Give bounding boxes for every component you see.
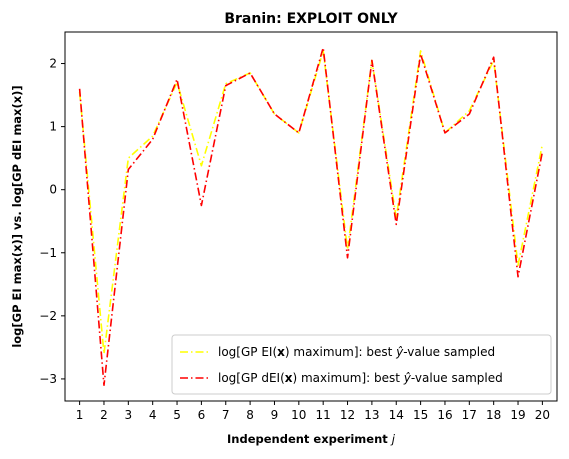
- y-axis-label: log[GP EI max(x)] vs. log[GP dEI max(x)]: [10, 85, 24, 347]
- y-axis-ticks: −3 −2 −1 0 1 2: [39, 57, 65, 386]
- y-tick-label: −1: [39, 246, 57, 260]
- y-tick-label: −2: [39, 309, 57, 323]
- x-tick-label: 16: [437, 408, 452, 422]
- chart-title: Branin: EXPLOIT ONLY: [224, 11, 398, 27]
- x-tick-label: 8: [246, 408, 254, 422]
- legend-label-ei: log[GP EI(x) maximum]: best ŷ-value samp…: [218, 345, 495, 359]
- legend: log[GP EI(x) maximum]: best ŷ-value samp…: [171, 334, 552, 395]
- x-tick-label: 17: [462, 408, 477, 422]
- y-tick-label: 0: [49, 183, 57, 197]
- x-axis-label-var: j: [390, 432, 396, 446]
- x-axis-label: Independent experiment j: [227, 432, 396, 446]
- x-tick-label: 14: [389, 408, 404, 422]
- x-tick-label: 1: [76, 408, 84, 422]
- x-axis-label-text: Independent experiment: [227, 432, 392, 446]
- x-axis-ticks: 1 2 3 4 5 6 7 8 9 10 11 12 13 14 15 16 17 18 19 20: [76, 401, 550, 422]
- x-tick-label: 13: [364, 408, 379, 422]
- x-tick-label: 6: [198, 408, 206, 422]
- series-layer: [78, 46, 544, 387]
- x-tick-label: 9: [271, 408, 279, 422]
- y-tick-label: −3: [39, 372, 57, 386]
- x-tick-label: 19: [510, 408, 525, 422]
- x-tick-label: 11: [316, 408, 331, 422]
- x-tick-label: 7: [222, 408, 230, 422]
- x-tick-label: 2: [100, 408, 108, 422]
- series-line-ei: [78, 50, 544, 355]
- x-tick-label: 3: [125, 408, 133, 422]
- x-tick-label: 10: [291, 408, 306, 422]
- plot-frame: [64, 31, 558, 402]
- y-tick-label: 2: [49, 57, 57, 71]
- x-tick-label: 15: [413, 408, 428, 422]
- legend-box: [171, 334, 552, 395]
- legend-label-dei: log[GP dEI(x) maximum]: best ŷ-value sam…: [218, 371, 503, 385]
- x-tick-label: 18: [486, 408, 501, 422]
- y-tick-label: 1: [49, 120, 57, 134]
- x-tick-label: 12: [340, 408, 355, 422]
- x-tick-label: 5: [173, 408, 181, 422]
- x-tick-label: 4: [149, 408, 157, 422]
- series-line-dei: [78, 46, 544, 387]
- x-tick-label: 20: [535, 408, 550, 422]
